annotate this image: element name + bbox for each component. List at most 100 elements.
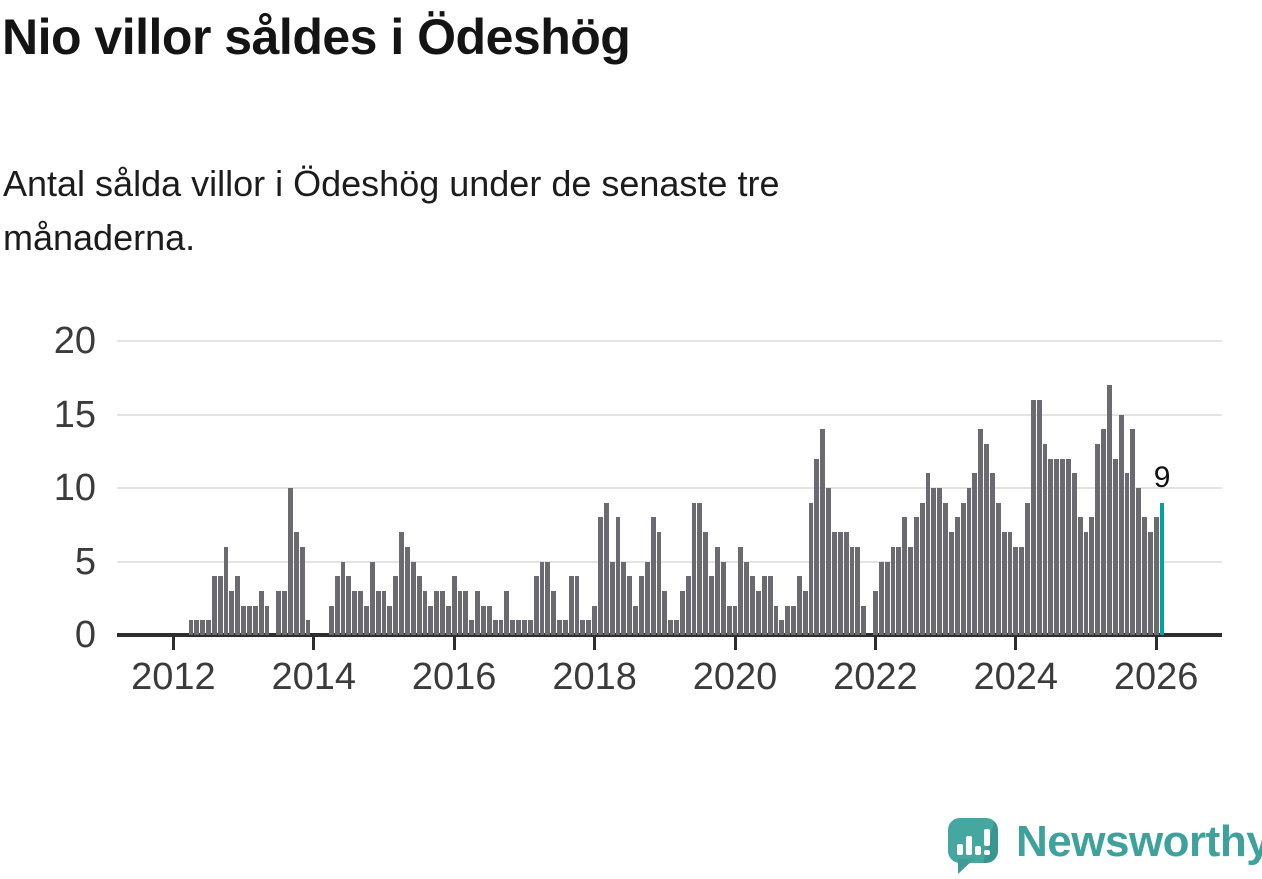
bar <box>1124 473 1130 635</box>
bar <box>598 517 603 635</box>
bar <box>679 590 685 635</box>
bar <box>521 620 527 635</box>
highlight-value-label: 9 <box>1153 460 1171 494</box>
x-axis-tick <box>1014 637 1018 650</box>
y-axis-tick-label: 5 <box>74 540 96 583</box>
bar <box>761 576 767 635</box>
bar <box>346 576 352 635</box>
bar <box>908 546 913 635</box>
bar <box>369 561 375 635</box>
bar <box>674 620 679 635</box>
bar <box>1095 443 1101 635</box>
bar <box>814 458 820 635</box>
bar <box>943 502 949 635</box>
bar <box>457 590 463 635</box>
bar <box>440 590 445 635</box>
bar <box>241 605 247 635</box>
bar <box>463 590 469 635</box>
bar <box>668 620 674 635</box>
bar <box>984 443 989 635</box>
x-axis-tick-label: 2012 <box>131 656 216 698</box>
bar <box>861 605 867 635</box>
bar <box>627 576 633 635</box>
gridline-5 <box>117 560 1222 563</box>
bar <box>498 620 504 635</box>
bar <box>200 620 206 635</box>
chart-subtitle-line-1: Antal sålda villor i Ödeshög under de se… <box>3 163 780 204</box>
bar <box>592 605 598 635</box>
bar <box>644 561 650 635</box>
bar <box>1048 458 1054 635</box>
bar <box>486 605 492 635</box>
newsworthy-brand-text: Newsworthy <box>1016 817 1262 866</box>
bar <box>808 502 814 635</box>
bar <box>293 532 299 635</box>
bar <box>691 502 697 635</box>
bar <box>1083 532 1089 635</box>
bar <box>504 590 510 635</box>
x-axis-tick-label: 2016 <box>411 656 497 698</box>
bar <box>1142 517 1147 635</box>
gridline-15 <box>117 413 1222 416</box>
bar <box>685 576 691 635</box>
bar <box>603 502 609 635</box>
bar <box>949 532 954 635</box>
x-axis-tick-label: 2022 <box>833 656 918 698</box>
logo-bar-icon <box>957 844 963 855</box>
bar <box>533 576 539 635</box>
bar <box>832 532 837 635</box>
bar <box>791 605 796 635</box>
bar <box>364 605 369 635</box>
bar <box>615 517 621 635</box>
bar <box>1118 414 1124 635</box>
bar <box>282 590 287 635</box>
bar <box>194 620 200 635</box>
bar <box>656 532 662 635</box>
bar <box>258 590 264 635</box>
bar <box>720 561 726 635</box>
bar <box>1030 399 1036 635</box>
logo-exclamation-dot-icon <box>984 850 990 855</box>
bar <box>796 576 802 635</box>
bar <box>1136 488 1142 635</box>
bar <box>925 473 931 635</box>
bar <box>527 620 533 635</box>
bar <box>1060 458 1066 635</box>
bar <box>352 590 358 635</box>
bar <box>697 502 703 635</box>
bar <box>849 546 855 635</box>
bar <box>410 561 416 635</box>
chart-subtitle: Antal sålda villor i Ödeshög under de se… <box>3 157 1123 265</box>
x-axis-tick <box>171 637 175 650</box>
bar <box>1077 517 1083 635</box>
bar <box>1001 532 1007 635</box>
bar <box>1089 517 1095 635</box>
bar <box>960 502 966 635</box>
x-axis-tick <box>733 637 737 650</box>
bar <box>334 576 340 635</box>
bar <box>931 488 937 635</box>
x-axis-tick <box>873 637 877 650</box>
bar <box>229 590 235 635</box>
bar <box>422 590 428 635</box>
bar <box>820 429 826 635</box>
bar <box>703 532 709 635</box>
x-axis-tick-label: 2014 <box>271 656 357 698</box>
bar <box>773 605 779 635</box>
bar <box>750 576 755 635</box>
bar <box>428 605 434 635</box>
bar <box>580 620 586 635</box>
bar <box>492 620 498 635</box>
bar <box>1019 546 1025 635</box>
bar <box>890 546 896 635</box>
bar <box>188 620 194 635</box>
bar <box>1042 443 1048 635</box>
y-axis-tick-label: 10 <box>53 467 96 509</box>
bar <box>562 620 568 635</box>
bar <box>802 590 808 635</box>
chart-subtitle-line-2: månaderna. <box>3 217 196 258</box>
bar <box>1025 502 1030 635</box>
bar <box>287 488 293 635</box>
bar <box>1036 399 1042 635</box>
